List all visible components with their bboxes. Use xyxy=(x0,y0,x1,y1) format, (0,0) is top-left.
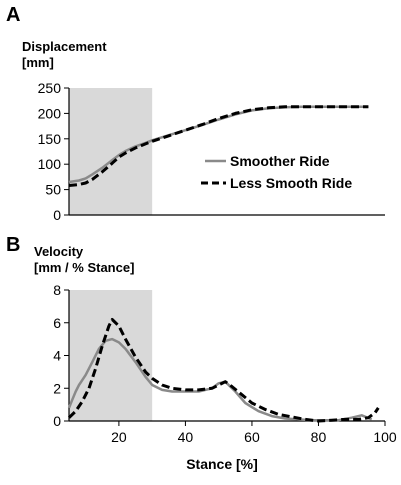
panel-b-ylabel-line1: Velocity xyxy=(34,244,84,259)
panel-a-plot: 0 50 100 150 200 250 xyxy=(38,80,385,223)
panel-b-xtick-label: 80 xyxy=(311,429,327,445)
panel-a-ylabel-line2: [mm] xyxy=(22,55,54,70)
panel-a-shaded-region xyxy=(69,88,153,215)
panel-b-xtick-label: 100 xyxy=(373,429,397,445)
panel-b-ytick-label: 6 xyxy=(53,315,61,331)
legend: Smoother Ride Less Smooth Ride xyxy=(201,153,352,191)
panel-b-ytick-label: 4 xyxy=(53,348,61,364)
panel-a-series-less-smooth-ride xyxy=(68,105,369,187)
panel-b-series-less-smooth-ride xyxy=(67,318,380,423)
panel-b-xtick-label: 60 xyxy=(244,429,260,445)
panel-b-ytick-label: 2 xyxy=(53,380,61,396)
panel-a: A Displacement [mm] 0 50 100 150 200 250 Smoo… xyxy=(6,4,385,223)
panel-b-shaded-region xyxy=(69,290,153,421)
panel-a-letter: A xyxy=(6,4,20,26)
panel-a-ytick-label: 0 xyxy=(53,207,61,223)
panel-b: B Velocity [mm / % Stance] 0 2 4 6 8 20 40 60 80… xyxy=(6,234,397,472)
legend-label-smoother: Smoother Ride xyxy=(230,153,330,169)
panel-b-plot: 0 2 4 6 8 20 40 60 80 100 xyxy=(53,282,397,445)
panel-b-letter: B xyxy=(6,234,20,256)
panel-a-ytick-label: 100 xyxy=(38,156,62,172)
panel-b-ytick-label: 8 xyxy=(53,282,61,298)
panel-b-xtick-label: 40 xyxy=(178,429,194,445)
panel-b-xtick-label: 20 xyxy=(111,429,127,445)
panel-b-xlabel: Stance [%] xyxy=(186,456,258,472)
legend-label-less-smooth: Less Smooth Ride xyxy=(230,175,352,191)
panel-b-ytick-label: 0 xyxy=(53,413,61,429)
panel-a-ytick-label: 250 xyxy=(38,80,62,96)
panel-a-ytick-label: 200 xyxy=(38,105,62,121)
panel-a-ytick-label: 150 xyxy=(38,131,62,147)
panel-a-ylabel-line1: Displacement xyxy=(22,39,107,54)
panel-b-ylabel-line2: [mm / % Stance] xyxy=(34,260,134,275)
panel-a-ytick-label: 50 xyxy=(45,182,61,198)
